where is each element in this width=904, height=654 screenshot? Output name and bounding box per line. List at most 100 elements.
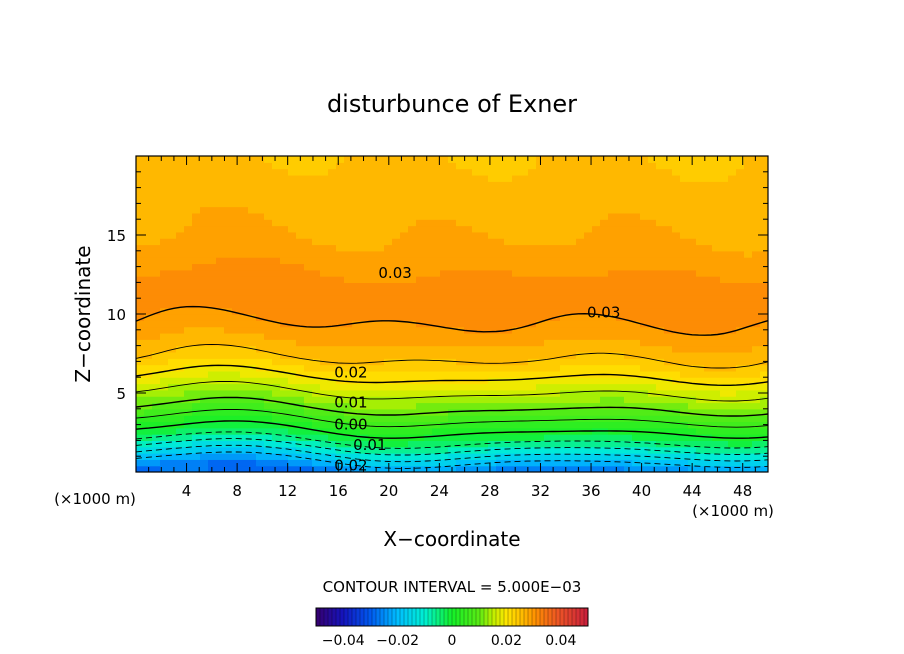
contour-cell <box>376 181 385 189</box>
contour-cell <box>600 446 609 454</box>
contour-cell <box>232 440 241 448</box>
contour-cell <box>704 276 713 283</box>
contour-cell <box>664 345 673 353</box>
contour-cell <box>432 332 441 340</box>
contour-cell <box>664 396 673 404</box>
contour-cell <box>272 383 281 391</box>
contour-cell <box>744 187 753 195</box>
contour-cell <box>376 453 385 460</box>
contour-cell <box>632 326 641 334</box>
contour-cell <box>704 453 713 460</box>
contour-cell <box>552 453 561 460</box>
contour-cell <box>440 212 449 220</box>
contour-cell <box>488 263 497 271</box>
contour-cell <box>248 351 257 359</box>
contour-cell <box>536 446 545 454</box>
contour-cell <box>328 219 337 227</box>
contour-cell <box>696 440 705 448</box>
x-tick-label: 24 <box>430 482 449 500</box>
contour-cell <box>200 301 209 309</box>
contour-cell <box>696 257 705 265</box>
contour-cell <box>744 168 753 176</box>
contour-cell <box>376 257 385 265</box>
contour-cell <box>216 200 225 208</box>
contour-cell <box>672 427 681 435</box>
contour-cell <box>592 269 601 277</box>
contour-cell <box>264 250 273 258</box>
contour-cell <box>472 314 481 321</box>
contour-cell <box>592 174 601 182</box>
contour-cell <box>752 231 761 239</box>
contour-cell <box>328 162 337 170</box>
contour-cell <box>592 434 601 441</box>
contour-cell <box>424 415 433 423</box>
contour-cell <box>512 370 521 378</box>
contour-cell <box>520 269 529 277</box>
contour-cell <box>616 193 625 201</box>
contour-cell <box>304 225 313 233</box>
contour-cell <box>400 307 409 315</box>
x-tick-label: 4 <box>182 482 192 500</box>
contour-cell <box>488 288 497 296</box>
contour-cell <box>576 434 585 441</box>
contour-cell <box>304 453 313 460</box>
contour-cell <box>280 307 289 315</box>
contour-cell <box>232 206 241 214</box>
contour-cell <box>280 244 289 252</box>
contour-cell <box>512 269 521 277</box>
contour-cell <box>248 269 257 277</box>
contour-cell <box>712 295 721 302</box>
contour-cell <box>616 301 625 309</box>
contour-cell <box>656 358 665 366</box>
contour-cell <box>368 389 377 397</box>
contour-cell <box>448 257 457 265</box>
contour-cell <box>512 250 521 258</box>
contour-cell <box>312 225 321 233</box>
contour-cell <box>632 219 641 227</box>
contour-cell <box>736 396 745 404</box>
contour-cell <box>248 219 257 227</box>
contour-cell <box>192 364 201 372</box>
contour-cell <box>296 326 305 334</box>
contour-cell <box>376 320 385 328</box>
contour-cell <box>216 377 225 385</box>
contour-cell <box>744 408 753 416</box>
contour-cell <box>200 358 209 366</box>
contour-cell <box>632 345 641 353</box>
contour-cell <box>592 187 601 195</box>
contour-cell <box>600 364 609 372</box>
contour-cell <box>264 187 273 195</box>
contour-cell <box>320 415 329 423</box>
contour-cell <box>520 193 529 201</box>
contour-cell <box>696 301 705 309</box>
contour-cell <box>448 453 457 460</box>
contour-cell <box>192 295 201 302</box>
contour-cell <box>464 206 473 214</box>
contour-cell <box>264 225 273 233</box>
contour-cell <box>472 263 481 271</box>
contour-cell <box>200 326 209 334</box>
contour-cell <box>328 396 337 404</box>
contour-cell <box>152 269 161 277</box>
contour-cell <box>712 320 721 328</box>
contour-cell <box>656 339 665 347</box>
contour-cell <box>144 174 153 182</box>
contour-cell <box>368 453 377 460</box>
contour-cell <box>752 358 761 366</box>
contour-cell <box>752 332 761 340</box>
contour-cell <box>432 459 441 467</box>
contour-cell <box>512 364 521 372</box>
contour-cell <box>232 383 241 391</box>
contour-cell <box>296 295 305 302</box>
contour-cell <box>408 200 417 208</box>
contour-cell <box>424 200 433 208</box>
contour-cell <box>576 364 585 372</box>
contour-cell <box>312 282 321 290</box>
contour-cell <box>384 402 393 410</box>
contour-cell <box>528 434 537 441</box>
contour-cell <box>712 257 721 265</box>
contour-cell <box>552 459 561 467</box>
contour-cell <box>392 301 401 309</box>
contour-cell <box>608 212 617 220</box>
contour-cell <box>144 276 153 283</box>
